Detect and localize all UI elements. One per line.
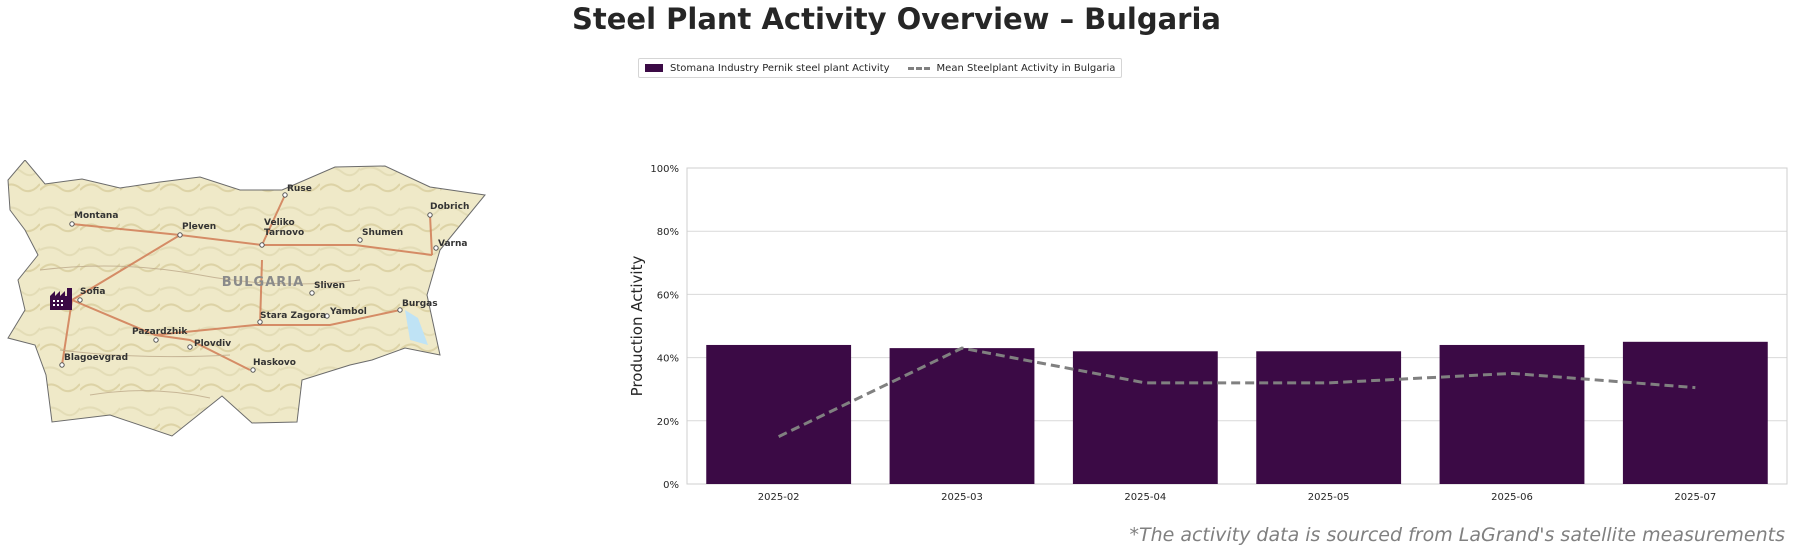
city-label: Plovdiv <box>194 339 231 349</box>
x-tick-label: 2025-07 <box>1674 492 1716 503</box>
y-tick-label: 20% <box>657 417 679 428</box>
legend-item-plant: Stomana Industry Pernik steel plant Acti… <box>645 63 890 74</box>
city-label: Shumen <box>362 228 403 238</box>
legend-item-mean: Mean Steelplant Activity in Bulgaria <box>907 62 1116 74</box>
city-dot <box>427 212 433 218</box>
factory-icon <box>50 288 72 310</box>
city-marker: Plovdiv <box>187 339 231 350</box>
city-marker: Ruse <box>282 184 312 198</box>
city-dot <box>177 232 183 238</box>
city-label: Varna <box>438 239 467 249</box>
city-dot <box>397 307 403 313</box>
sea-area <box>405 310 428 345</box>
activity-chart: 0%20%40%60%80%100%2025-02 2025-03 2025-04 2… <box>628 164 1788 503</box>
city-dot <box>259 242 265 248</box>
city-marker: Pleven <box>177 222 216 238</box>
city-label: Pazardzhik <box>132 327 188 337</box>
y-axis-label: Production Activity <box>628 256 646 397</box>
bar <box>889 348 1035 484</box>
y-tick-label: 40% <box>657 354 679 365</box>
city-label: Sliven <box>314 281 345 291</box>
city-dot <box>324 313 330 319</box>
city-marker: Montana <box>69 211 118 227</box>
city-label: Ruse <box>287 184 312 194</box>
city-dot <box>153 337 159 343</box>
legend-swatch-line <box>907 66 930 70</box>
city-dot <box>433 245 439 251</box>
city-marker: Burgas <box>397 299 438 313</box>
bar <box>1256 351 1402 484</box>
y-tick-labels: 0% 20% 40% 60% 80% 100% <box>650 164 679 491</box>
legend-swatch-bar <box>645 64 663 72</box>
city-label: Burgas <box>402 299 438 309</box>
bar <box>706 344 852 484</box>
y-tick-label: 80% <box>657 227 679 238</box>
footnote: *The activity data is sourced from LaGra… <box>1129 524 1785 546</box>
terrain-relief <box>39 265 361 399</box>
city-dot <box>250 367 256 373</box>
city-label: Veliko <box>264 218 295 228</box>
city-marker: Stara Zagora <box>257 311 326 325</box>
city-label: Sofia <box>80 287 105 297</box>
x-tick-labels: 2025-02 2025-03 2025-04 2025-05 2025-06 2025-… <box>758 492 1716 503</box>
city-marker: Sliven <box>309 281 345 296</box>
city-marker: Varna <box>433 239 467 251</box>
city-dot <box>77 297 83 303</box>
city-label: Tarnovo <box>264 228 304 238</box>
city-dot <box>59 362 65 368</box>
city-marker: Blagoevgrad <box>59 353 128 368</box>
mean-activity-line <box>778 346 1696 438</box>
city-dot <box>309 290 315 296</box>
city-dot <box>282 192 288 198</box>
x-tick-label: 2025-02 <box>758 492 800 503</box>
y-tick-label: 100% <box>650 164 679 175</box>
city-dot <box>69 221 75 227</box>
city-label: Stara Zagora <box>260 311 326 321</box>
y-tick-label: 0% <box>663 480 679 491</box>
bar-series <box>706 341 1768 484</box>
city-marker: Shumen <box>357 228 403 243</box>
city-label: Pleven <box>182 222 216 232</box>
city-label: Dobrich <box>430 202 469 212</box>
city-label: Yambol <box>329 307 367 317</box>
city-marker: Pazardzhik <box>132 327 188 343</box>
y-tick-label: 60% <box>657 290 679 301</box>
x-tick-label: 2025-03 <box>941 492 983 503</box>
city-dot <box>357 237 363 243</box>
city-label: Haskovo <box>253 358 296 368</box>
city-dot <box>187 344 193 350</box>
city-marker: Haskovo <box>250 358 296 373</box>
city-marker: Yambol <box>324 307 367 319</box>
city-label: Blagoevgrad <box>64 353 128 363</box>
legend: Stomana Industry Pernik steel plant Acti… <box>638 58 1123 78</box>
grid <box>687 167 1787 485</box>
city-marker: Sofia <box>77 287 105 303</box>
country-label: BULGARIA <box>222 275 304 290</box>
bar <box>1439 344 1585 484</box>
chart-title: Steel Plant Activity Overview – Bulgaria <box>572 2 1221 36</box>
bar <box>1622 341 1768 484</box>
x-tick-label: 2025-04 <box>1124 492 1166 503</box>
city-label: Montana <box>74 211 118 221</box>
city-marker: Dobrich <box>427 202 469 218</box>
plot-frame <box>686 167 1788 485</box>
x-tick-label: 2025-05 <box>1308 492 1350 503</box>
legend-label-plant: Stomana Industry Pernik steel plant Acti… <box>670 62 890 74</box>
bar <box>1072 351 1218 484</box>
x-tick-label: 2025-06 <box>1491 492 1533 503</box>
legend-label-mean: Mean Steelplant Activity in Bulgaria <box>936 62 1116 74</box>
city-dot <box>257 319 263 325</box>
